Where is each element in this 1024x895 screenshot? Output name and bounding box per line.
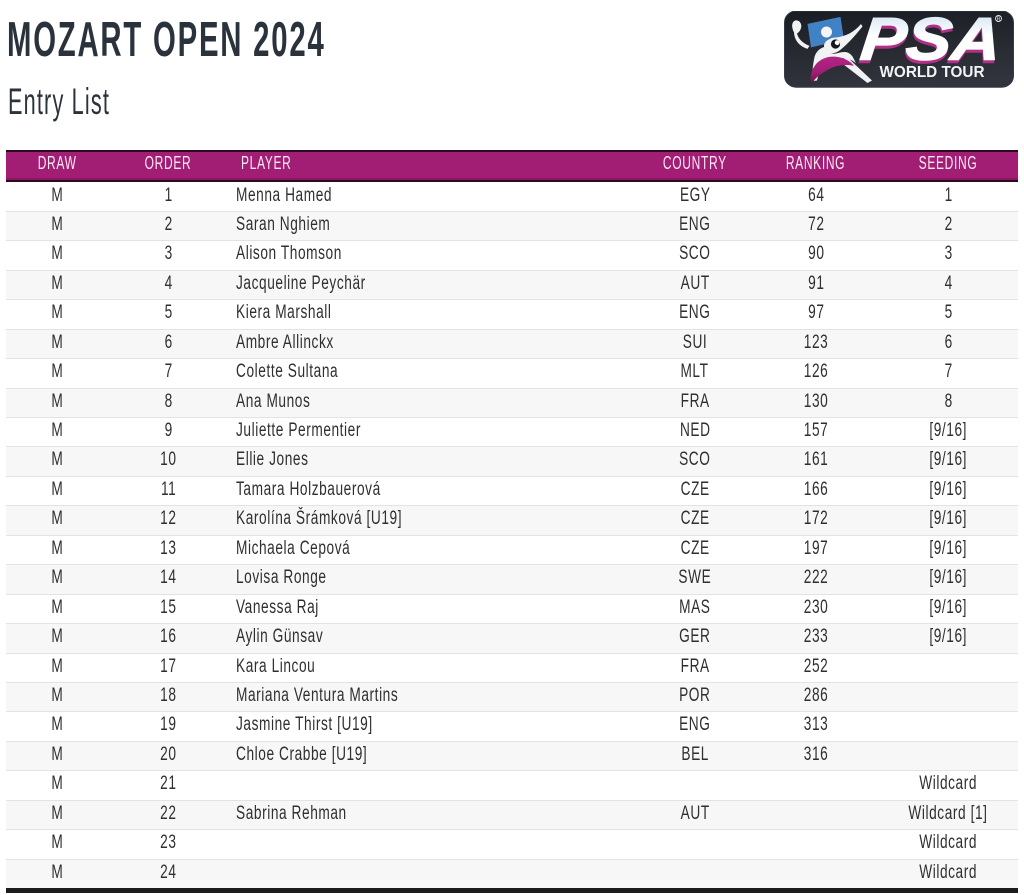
svg-text:PSA: PSA [856,11,1003,75]
svg-text:R: R [996,16,1000,22]
svg-text:PSA: PSA [857,11,1004,73]
svg-text:WORLD TOUR: WORLD TOUR [879,64,984,81]
